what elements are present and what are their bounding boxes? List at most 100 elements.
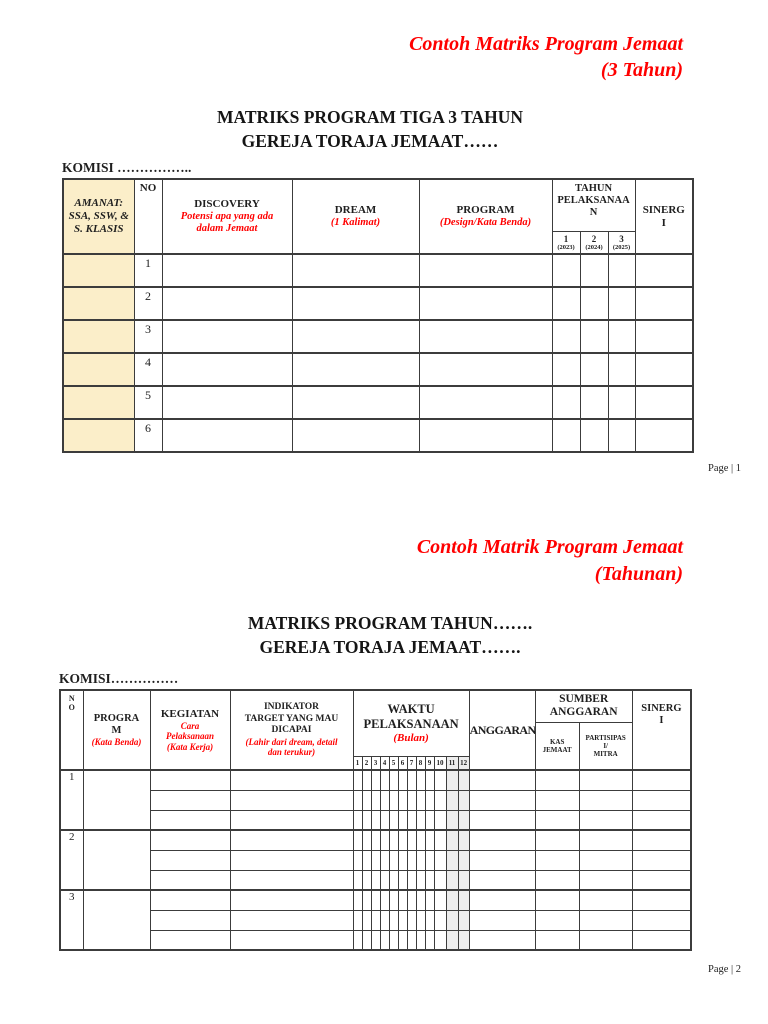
col-header-sinergi: SINERG I [631,689,692,771]
month-8-cell [415,909,426,931]
anggaran-cell [468,769,536,791]
month-6-cell [397,789,408,811]
page2-heading-line1: MATRIKS PROGRAM TAHUN……. [247,613,533,633]
anggaran-cell [468,789,536,811]
year-1-num: 1 [563,233,569,244]
month-11-cell [445,889,459,911]
amanat-cell [62,286,135,321]
sinergi-cell [631,769,692,791]
program-label: PROGRA M [93,712,140,736]
program-cell [418,319,553,354]
month-11-cell [445,809,459,831]
month-12-cell [457,869,470,891]
col-header-kegiatan: KEGIATAN Cara Pelaksanaan (Kata Kerja) [149,689,231,771]
month-6-cell [397,829,408,851]
month-5-cell [388,929,399,951]
month-3-cell [370,789,381,811]
col-header-indikator: INDIKATOR TARGET YANG MAU DICAPAI (Lahir… [229,689,354,771]
sinergi-cell [631,849,692,871]
sinergi-cell [631,909,692,931]
month-col-6: 6 [397,755,408,771]
sinergi-cell [634,352,694,387]
row-number-cell: 2 [59,829,84,891]
kegiatan-label: KEGIATAN [160,707,220,720]
page2-matrix-table: N O PROGRA M (Kata Benda) KEGIATAN Cara … [59,689,693,951]
month-4-cell [379,869,390,891]
partisipasi-mitra-cell [578,849,633,871]
year-2023-cell [551,319,581,354]
month-8-cell [415,809,426,831]
col-header-sinergi: SINERG I [634,178,694,255]
month-1-cell [352,829,363,851]
col-header-anggaran: ANGGARAN [468,689,536,771]
program-cell [418,286,553,321]
month-1-cell [352,889,363,911]
table1-row: 5 [62,385,694,420]
table1-row: 3 [62,319,694,354]
year-2023-cell [551,385,581,420]
month-5-cell [388,829,399,851]
year-2023-cell [551,352,581,387]
col-header-waktu-pelaksanaan: WAKTU PELAKSANAAN (Bulan) [352,689,470,757]
year-2024-cell [579,319,609,354]
anggaran-cell [468,829,536,851]
month-2-cell [361,929,372,951]
page1-heading: MATRIKS PROGRAM TIGA 3 TAHUN GEREJA TORA… [0,105,740,153]
month-col-2: 2 [361,755,372,771]
kegiatan-cell [149,929,231,951]
indikator-label: INDIKATOR TARGET YANG MAU DICAPAI [244,702,339,736]
month-10-cell [433,869,447,891]
indikator-cell [229,889,354,911]
month-12-cell [457,769,470,791]
month-1-cell [352,789,363,811]
row-number-cell: 1 [133,253,163,288]
dream-cell [291,286,420,321]
program-label: PROGRAM [456,204,515,216]
year-2024-cell [579,286,609,321]
sinergi-cell [631,829,692,851]
month-12-cell [457,829,470,851]
year-2023-cell [551,418,581,453]
amanat-cell [62,253,135,288]
kas-jemaat-cell [534,829,580,851]
program-cell [82,829,151,891]
year-2023-cell [551,286,581,321]
month-11-cell [445,829,459,851]
month-9-cell [424,769,435,791]
kas-jemaat-cell [534,809,580,831]
month-3-cell [370,869,381,891]
year-2025-cell [607,418,636,453]
page2-heading: MATRIKS PROGRAM TAHUN……. GEREJA TORAJA J… [20,611,760,659]
sinergi-cell [631,869,692,891]
month-3-cell [370,769,381,791]
month-col-3: 3 [370,755,381,771]
col-header-no: NO [133,178,163,255]
kegiatan-cell [149,889,231,911]
indikator-cell [229,869,354,891]
program-cell [82,889,151,951]
discovery-cell [161,385,293,420]
month-5-cell [388,889,399,911]
row-number-cell: 1 [59,769,84,831]
partisipasi-mitra-cell [578,929,633,951]
col-header-program: PROGRAM (Design/Kata Benda) [418,178,553,255]
month-10-cell [433,789,447,811]
month-7-cell [406,849,417,871]
year-2025-cell [607,286,636,321]
row-number-cell: 3 [133,319,163,354]
kas-jemaat-cell [534,849,580,871]
year-2023-cell [551,253,581,288]
sinergi-cell [631,929,692,951]
page1-heading-line2: GEREJA TORAJA JEMAAT…… [241,131,499,151]
col-header-program: PROGRA M (Kata Benda) [82,689,151,771]
kas-jemaat-cell [534,789,580,811]
partisipasi-mitra-cell [578,889,633,911]
year-2025-cell [607,385,636,420]
kegiatan-note: Cara Pelaksanaan (Kata Kerja) [165,720,214,752]
row-number-cell: 4 [133,352,163,387]
page1-komisi-label: KOMISI …………….. [62,160,192,175]
month-6-cell [397,869,408,891]
month-7-cell [406,869,417,891]
month-2-cell [361,789,372,811]
year-2024-cell [579,385,609,420]
